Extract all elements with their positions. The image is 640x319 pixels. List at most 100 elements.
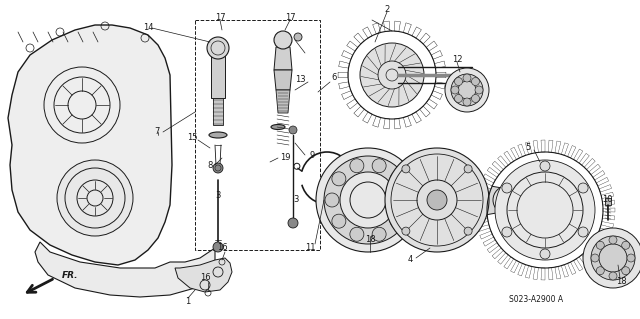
Text: 16: 16	[200, 273, 211, 283]
Polygon shape	[533, 267, 538, 279]
Circle shape	[372, 227, 386, 241]
Polygon shape	[342, 50, 353, 59]
Polygon shape	[483, 237, 495, 246]
Polygon shape	[339, 82, 349, 89]
Polygon shape	[372, 23, 381, 34]
Polygon shape	[485, 185, 502, 215]
Circle shape	[621, 267, 630, 275]
Polygon shape	[533, 140, 538, 153]
Polygon shape	[394, 21, 401, 32]
Polygon shape	[403, 23, 412, 34]
Polygon shape	[561, 265, 568, 277]
Circle shape	[540, 161, 550, 171]
Polygon shape	[561, 143, 568, 155]
Polygon shape	[435, 82, 445, 89]
Polygon shape	[593, 240, 605, 249]
Circle shape	[540, 249, 550, 259]
Polygon shape	[492, 248, 504, 259]
Circle shape	[493, 186, 521, 214]
Circle shape	[463, 98, 471, 106]
Polygon shape	[518, 263, 525, 276]
Text: 18: 18	[616, 278, 627, 286]
Circle shape	[385, 148, 489, 252]
Circle shape	[402, 227, 410, 235]
Text: 10: 10	[602, 196, 612, 204]
Circle shape	[372, 159, 386, 173]
Circle shape	[332, 172, 346, 186]
Polygon shape	[211, 56, 225, 98]
Circle shape	[213, 163, 223, 173]
Polygon shape	[475, 211, 487, 216]
Circle shape	[316, 148, 420, 252]
Circle shape	[583, 228, 640, 288]
Polygon shape	[596, 177, 609, 186]
Polygon shape	[602, 200, 615, 205]
Polygon shape	[541, 268, 545, 280]
Polygon shape	[354, 106, 364, 117]
Circle shape	[578, 183, 588, 193]
Polygon shape	[525, 266, 532, 278]
Circle shape	[57, 160, 133, 236]
Circle shape	[289, 126, 297, 134]
Polygon shape	[573, 149, 583, 161]
Polygon shape	[548, 140, 553, 152]
Polygon shape	[347, 99, 358, 109]
Polygon shape	[476, 196, 488, 202]
Circle shape	[397, 193, 411, 207]
Text: 16: 16	[217, 243, 227, 253]
Polygon shape	[596, 234, 609, 243]
Text: 1: 1	[186, 298, 191, 307]
Circle shape	[274, 31, 292, 49]
Text: S023-A2900 A: S023-A2900 A	[509, 295, 563, 305]
Polygon shape	[431, 91, 442, 100]
Polygon shape	[354, 33, 364, 44]
Polygon shape	[274, 47, 292, 70]
Bar	[195, 20, 320, 250]
Circle shape	[325, 193, 339, 207]
Text: 6: 6	[332, 73, 337, 83]
Polygon shape	[498, 253, 508, 264]
Polygon shape	[589, 245, 600, 256]
Polygon shape	[568, 145, 576, 158]
Polygon shape	[541, 140, 545, 152]
Polygon shape	[8, 25, 172, 265]
Circle shape	[390, 172, 404, 186]
Polygon shape	[579, 153, 589, 165]
Polygon shape	[342, 91, 353, 100]
Polygon shape	[477, 225, 490, 232]
Polygon shape	[605, 198, 611, 205]
Polygon shape	[483, 174, 495, 183]
Polygon shape	[568, 262, 576, 274]
Polygon shape	[420, 33, 430, 44]
Circle shape	[609, 272, 617, 280]
Text: 9: 9	[309, 151, 315, 160]
Text: 7: 7	[154, 128, 160, 137]
Polygon shape	[431, 50, 442, 59]
Circle shape	[294, 33, 302, 41]
Polygon shape	[573, 259, 583, 271]
Text: 18: 18	[365, 235, 375, 244]
Polygon shape	[487, 243, 499, 253]
Text: 12: 12	[452, 56, 462, 64]
Circle shape	[454, 78, 463, 85]
Circle shape	[502, 183, 512, 193]
Circle shape	[472, 78, 479, 85]
Polygon shape	[347, 41, 358, 51]
Polygon shape	[412, 27, 421, 38]
Circle shape	[591, 254, 599, 262]
Circle shape	[213, 242, 223, 252]
Polygon shape	[274, 70, 292, 90]
Polygon shape	[584, 250, 595, 262]
Circle shape	[427, 190, 447, 210]
Polygon shape	[363, 27, 372, 38]
Circle shape	[463, 74, 471, 82]
Polygon shape	[555, 266, 561, 279]
Circle shape	[591, 236, 635, 280]
Ellipse shape	[271, 124, 285, 130]
Polygon shape	[394, 118, 401, 129]
Polygon shape	[480, 181, 492, 189]
Polygon shape	[518, 144, 525, 157]
Circle shape	[350, 159, 364, 173]
Circle shape	[324, 156, 412, 244]
Text: 8: 8	[207, 160, 212, 169]
